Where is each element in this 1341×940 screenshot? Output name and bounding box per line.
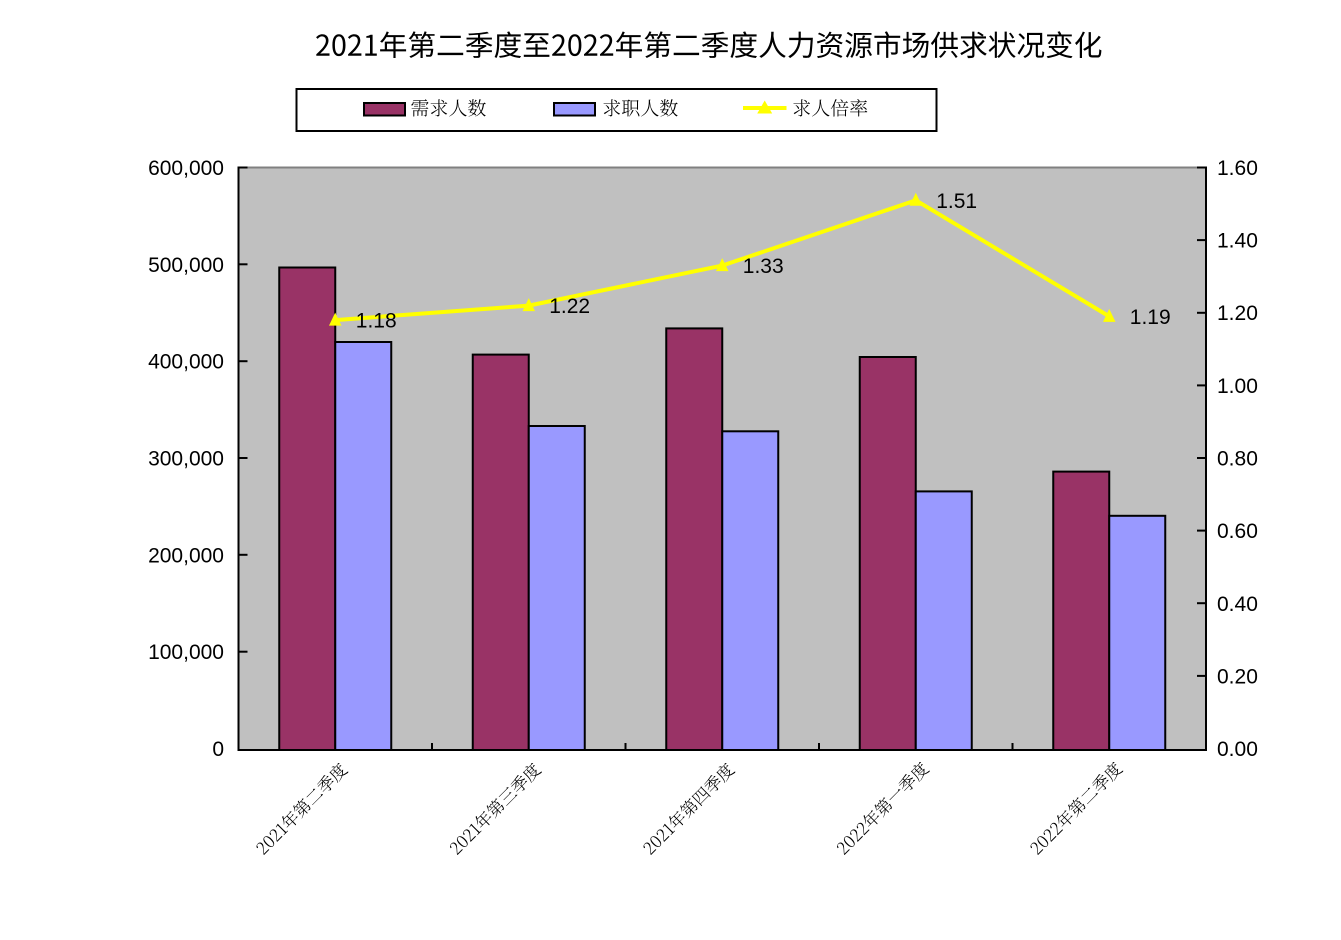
svg-text:1.22: 1.22 (549, 295, 590, 318)
svg-text:1.60: 1.60 (1217, 157, 1258, 180)
svg-text:1.40: 1.40 (1217, 230, 1258, 253)
svg-text:0.20: 0.20 (1217, 665, 1258, 688)
svg-text:100,000: 100,000 (148, 641, 224, 664)
svg-text:0.80: 0.80 (1217, 448, 1258, 471)
svg-text:1.20: 1.20 (1217, 302, 1258, 325)
svg-text:1.18: 1.18 (356, 310, 397, 333)
svg-text:1.33: 1.33 (743, 255, 784, 278)
svg-text:400,000: 400,000 (148, 351, 224, 374)
svg-text:0.60: 0.60 (1217, 520, 1258, 543)
svg-text:0.00: 0.00 (1217, 738, 1258, 761)
svg-text:0.40: 0.40 (1217, 593, 1258, 616)
svg-text:600,000: 600,000 (148, 157, 224, 180)
svg-text:500,000: 500,000 (148, 254, 224, 277)
svg-text:1.19: 1.19 (1130, 306, 1171, 329)
svg-text:0: 0 (212, 738, 224, 761)
svg-text:300,000: 300,000 (148, 448, 224, 471)
svg-text:1.00: 1.00 (1217, 375, 1258, 398)
svg-text:1.51: 1.51 (936, 190, 977, 213)
svg-text:200,000: 200,000 (148, 544, 224, 567)
